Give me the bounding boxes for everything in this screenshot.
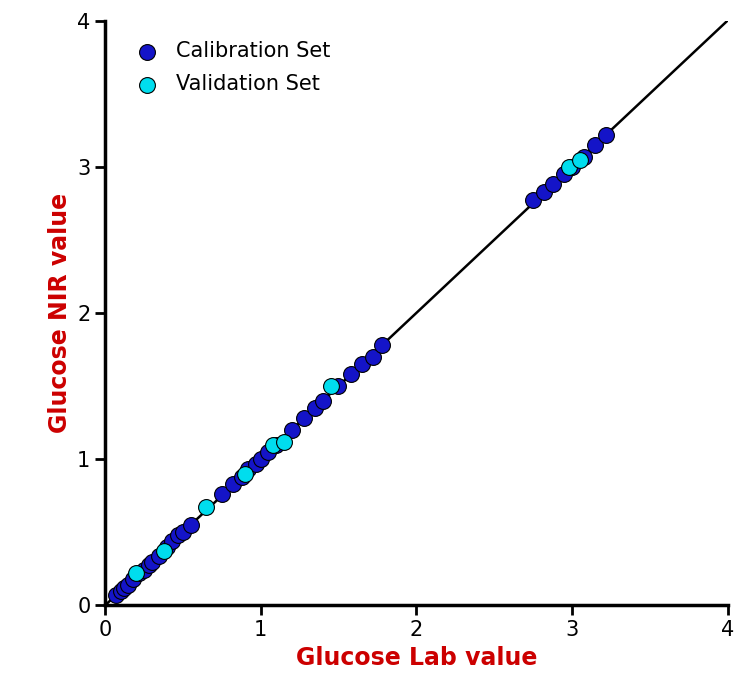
Calibration Set [345, 369, 357, 380]
Calibration Set [270, 439, 282, 450]
Calibration Set [122, 579, 134, 590]
Validation Set [200, 502, 212, 513]
Calibration Set [138, 565, 150, 576]
Validation Set [562, 162, 574, 173]
Calibration Set [376, 340, 388, 351]
Calibration Set [527, 195, 539, 206]
Calibration Set [216, 488, 228, 499]
Calibration Set [356, 358, 368, 369]
Calibration Set [172, 530, 184, 541]
Validation Set [574, 154, 586, 165]
Calibration Set [177, 527, 189, 538]
Calibration Set [115, 585, 127, 596]
Calibration Set [367, 352, 379, 363]
Calibration Set [242, 464, 254, 475]
Calibration Set [548, 179, 560, 190]
Calibration Set [558, 169, 570, 180]
Validation Set [158, 546, 170, 557]
Validation Set [130, 568, 142, 579]
Calibration Set [316, 395, 328, 406]
Calibration Set [590, 140, 602, 151]
Calibration Set [184, 519, 196, 530]
X-axis label: Glucose Lab value: Glucose Lab value [296, 645, 537, 669]
Calibration Set [161, 541, 173, 552]
Calibration Set [332, 380, 344, 391]
Calibration Set [578, 151, 590, 162]
Legend: Calibration Set, Validation Set: Calibration Set, Validation Set [116, 31, 340, 105]
Calibration Set [166, 535, 178, 546]
Calibration Set [250, 458, 262, 469]
Calibration Set [600, 129, 612, 140]
Y-axis label: Glucose NIR value: Glucose NIR value [47, 193, 71, 433]
Validation Set [325, 380, 337, 391]
Calibration Set [110, 590, 122, 601]
Calibration Set [309, 402, 321, 413]
Validation Set [278, 436, 290, 447]
Calibration Set [142, 559, 154, 570]
Calibration Set [236, 471, 248, 482]
Calibration Set [127, 574, 139, 585]
Calibration Set [298, 413, 310, 424]
Calibration Set [226, 479, 238, 490]
Validation Set [239, 469, 251, 480]
Calibration Set [134, 568, 146, 579]
Calibration Set [146, 556, 158, 567]
Calibration Set [262, 447, 274, 458]
Validation Set [267, 439, 279, 450]
Calibration Set [566, 162, 578, 173]
Calibration Set [154, 550, 166, 561]
Calibration Set [118, 582, 130, 593]
Calibration Set [538, 186, 550, 197]
Calibration Set [286, 424, 298, 436]
Calibration Set [254, 454, 267, 465]
